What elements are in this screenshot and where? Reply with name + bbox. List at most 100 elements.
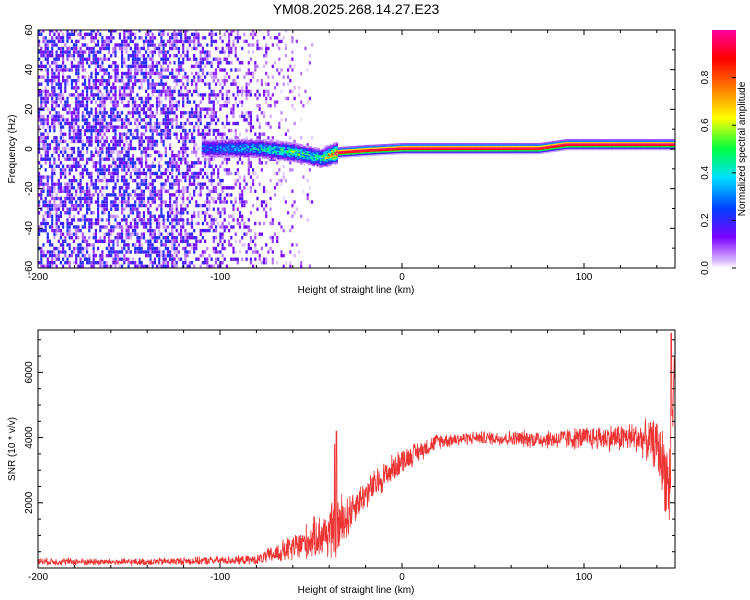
- heatmap-cell: [153, 121, 156, 126]
- heatmap-cell: [114, 118, 117, 122]
- heatmap-cell: [212, 89, 215, 94]
- heatmap-cell: [116, 150, 119, 154]
- heatmap-ridge-cell: [206, 153, 209, 156]
- heatmap-cell: [107, 39, 111, 44]
- heatmap-ridge-cell: [277, 147, 279, 150]
- heatmap-cell: [225, 43, 228, 47]
- heatmap-ridge-cell: [329, 155, 332, 157]
- heatmap-cell: [263, 36, 266, 40]
- heatmap-ridge-cell: [324, 156, 327, 159]
- heatmap-cell: [177, 168, 180, 172]
- heatmap-ridge-cell: [264, 143, 266, 145]
- heatmap-ridge-cell: [244, 146, 247, 149]
- heatmap-cell: [134, 228, 137, 233]
- heatmap-cell: [55, 253, 58, 258]
- heatmap-ridge-cell: [237, 148, 240, 150]
- heatmap-cell: [75, 157, 78, 161]
- heatmap-cell: [121, 196, 124, 201]
- heatmap-cell: [51, 164, 54, 168]
- heatmap-cell: [107, 50, 111, 54]
- heatmap-ridge-cell: [305, 159, 307, 161]
- heatmap-cell: [297, 250, 301, 254]
- heatmap-ridge-cell: [332, 155, 335, 157]
- heatmap-ridge-cell: [262, 139, 265, 141]
- heatmap-cell: [138, 79, 141, 83]
- heatmap-cell: [175, 175, 178, 179]
- heatmap-ridge-cell: [334, 152, 337, 154]
- heatmap-cell: [94, 107, 97, 111]
- heatmap-cell: [112, 239, 115, 243]
- heatmap-ridge-cell: [287, 157, 289, 159]
- heatmap-cell: [44, 96, 47, 101]
- heatmap-cell: [99, 161, 102, 165]
- heatmap-cell: [175, 107, 178, 111]
- heatmap-cell: [273, 100, 277, 104]
- heatmap-cell: [42, 64, 45, 69]
- heatmap-cell: [51, 186, 54, 190]
- heatmap-cell: [59, 211, 62, 215]
- heatmap-cell: [249, 257, 252, 261]
- heatmap-ridge-cell: [337, 156, 340, 159]
- heatmap-ridge-cell: [309, 158, 312, 161]
- heatmap-cell: [57, 121, 60, 126]
- heatmap-ridge-cell: [342, 146, 345, 149]
- heatmap-cell: [48, 125, 52, 129]
- heatmap-ridge-cell: [250, 145, 253, 147]
- heatmap-cell: [70, 182, 73, 186]
- heatmap-ridge-cell: [252, 141, 255, 143]
- heatmap-cell: [190, 93, 194, 97]
- heatmap-cell: [62, 243, 65, 247]
- heatmap-cell: [62, 54, 65, 58]
- heatmap-ridge-cell: [273, 154, 276, 156]
- heatmap-ridge-cell: [305, 152, 307, 154]
- heatmap-cell: [66, 232, 69, 236]
- heatmap-cell: [153, 214, 156, 218]
- heatmap-cell: [138, 211, 141, 215]
- heatmap-cell: [232, 107, 235, 111]
- heatmap-cell: [236, 32, 239, 36]
- heatmap-cell: [219, 36, 222, 40]
- heatmap-cell: [300, 100, 303, 104]
- heatmap-ridge-cell: [201, 149, 204, 152]
- heatmap-cell: [214, 121, 218, 126]
- heatmap-cell: [48, 161, 52, 165]
- heatmap-cell: [121, 125, 124, 129]
- heatmap-ridge-cell: [239, 153, 242, 156]
- heatmap-ridge-cell: [296, 161, 299, 163]
- heatmap-cell: [169, 143, 172, 147]
- heatmap-ridge-cell: [246, 144, 248, 146]
- heatmap-cell: [160, 132, 163, 136]
- heatmap-cell: [112, 214, 115, 218]
- heatmap-cell: [193, 228, 196, 233]
- heatmap-cell: [145, 100, 148, 104]
- heatmap-cell: [177, 100, 180, 104]
- heatmap-cell: [101, 46, 104, 51]
- heatmap-cell: [121, 50, 124, 54]
- heatmap-cell: [70, 203, 73, 208]
- heatmap-ridge-cell: [232, 144, 235, 146]
- heatmap-ridge-cell: [237, 155, 240, 157]
- heatmap-cell: [177, 68, 180, 72]
- heatmap-ridge-cell: [326, 146, 329, 148]
- heatmap-cell: [173, 30, 176, 33]
- heatmap-cell: [197, 71, 200, 76]
- heatmap-ridge-cell: [236, 142, 239, 145]
- heatmap-ridge-cell: [300, 157, 302, 160]
- heatmap-ridge-cell: [329, 148, 332, 150]
- heatmap-cell: [62, 93, 65, 97]
- heatmap-cell: [267, 121, 270, 126]
- heatmap-cell: [190, 111, 194, 115]
- heatmap-cell: [59, 196, 62, 201]
- heatmap-cell: [273, 86, 277, 90]
- heatmap-cell: [72, 207, 76, 211]
- heatmap-cell: [59, 161, 62, 165]
- heatmap-cell: [44, 139, 47, 144]
- heatmap-cell: [149, 171, 152, 176]
- heatmap-cell: [166, 111, 170, 115]
- heatmap-cell: [86, 118, 89, 122]
- heatmap-cell: [55, 61, 58, 65]
- heatmap-cell: [127, 196, 130, 201]
- heatmap-cell: [118, 225, 121, 229]
- heatmap-ridge-cell: [282, 149, 284, 152]
- heatmap-ridge-cell: [329, 162, 332, 164]
